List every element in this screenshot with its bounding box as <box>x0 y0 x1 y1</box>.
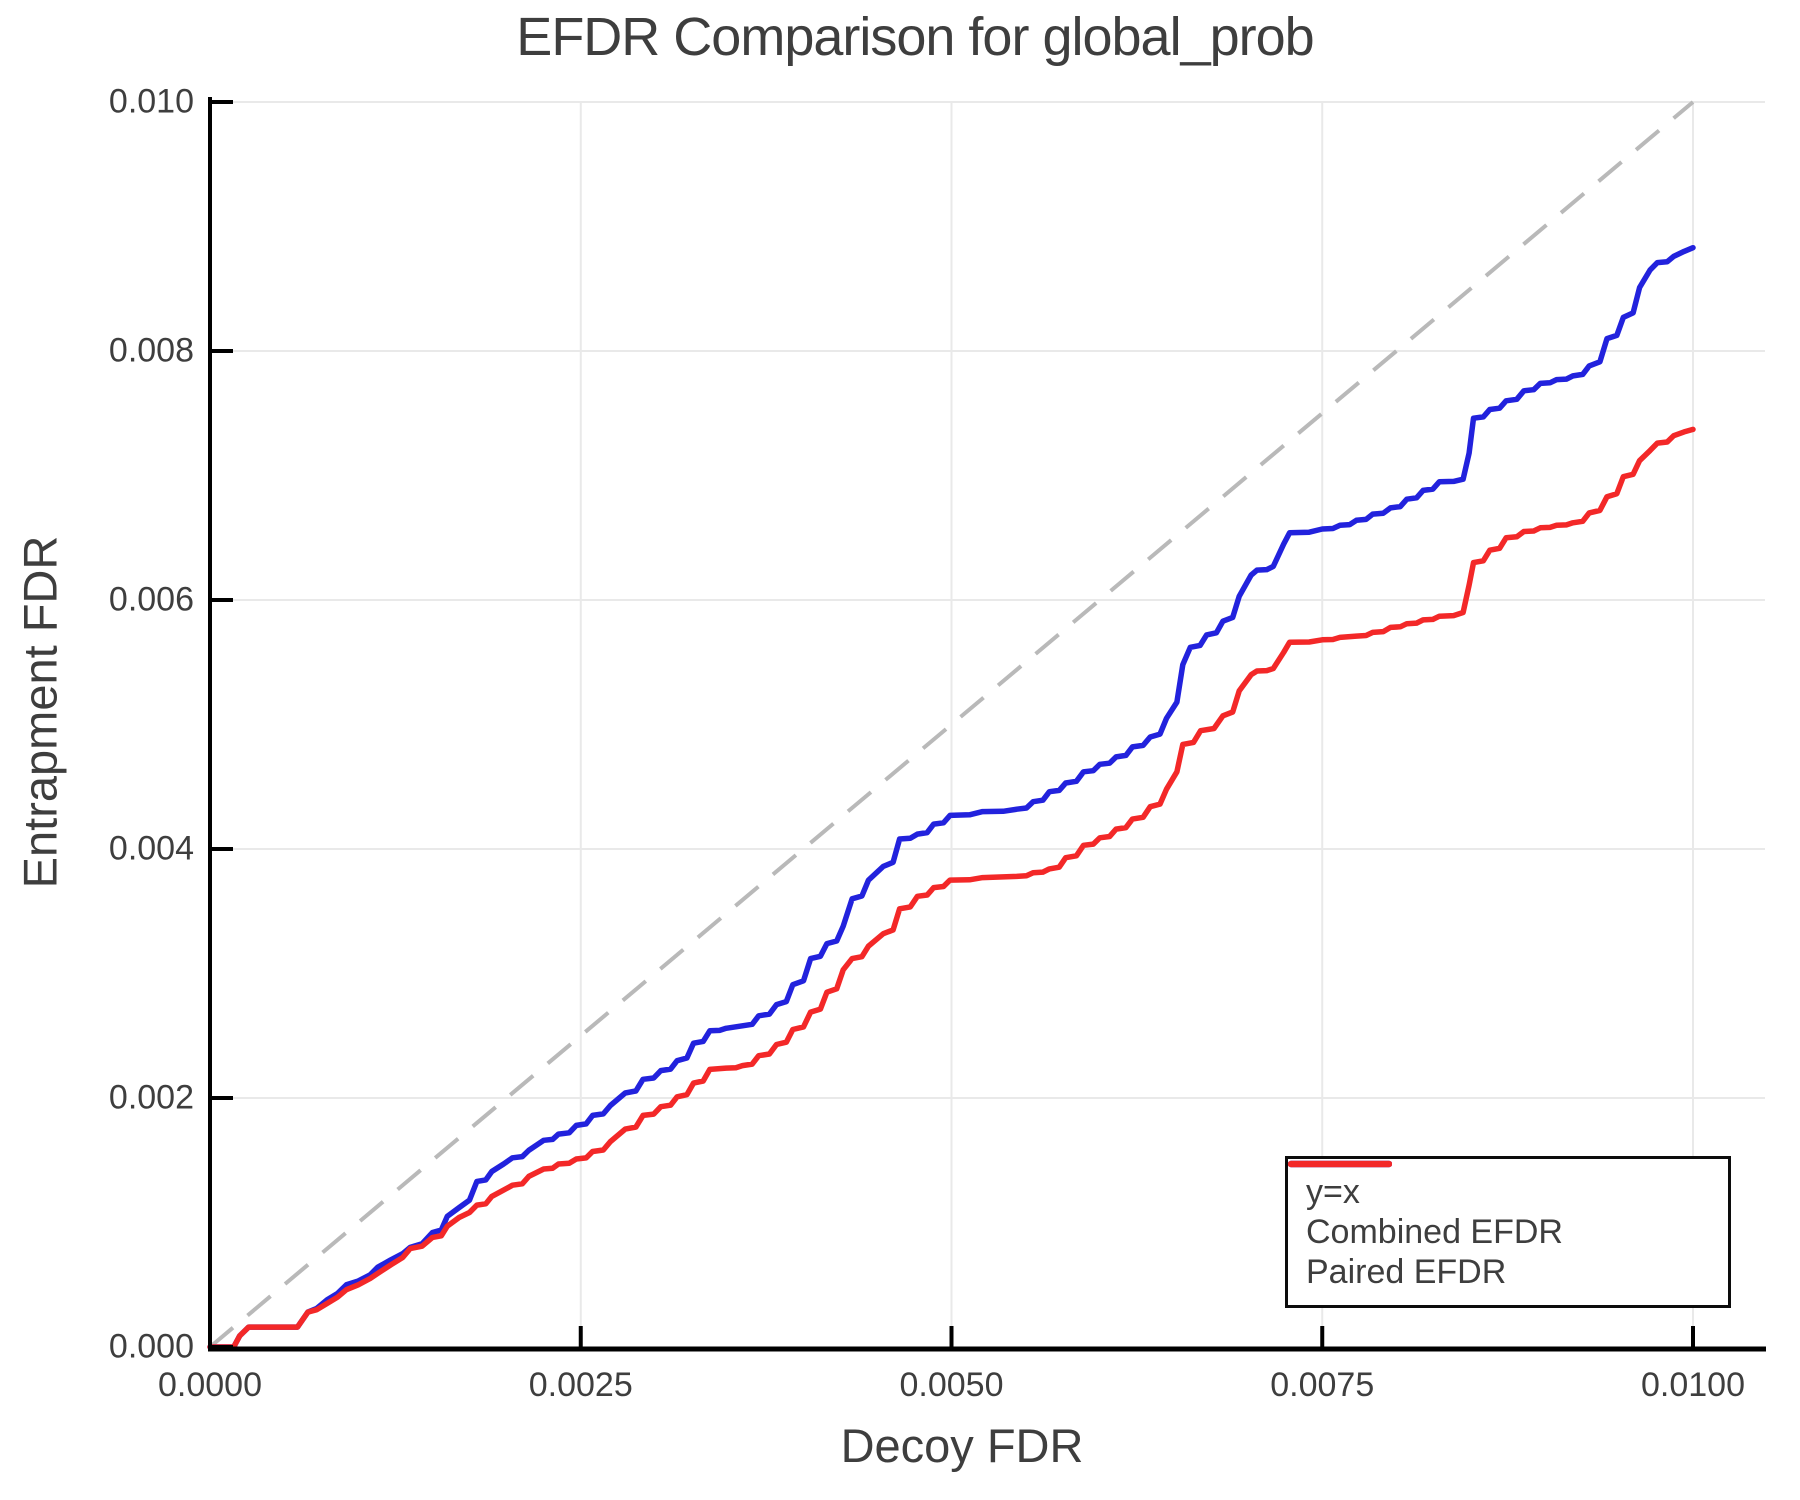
x-tick-label: 0.0100 <box>1641 1366 1745 1404</box>
y-tick-label: 0.010 <box>108 82 194 121</box>
legend: y=x Combined EFDR Paired EFDR <box>1285 1156 1731 1308</box>
x-tick-label: 0.0075 <box>1270 1366 1375 1404</box>
x-tick-label: 0.0025 <box>528 1366 633 1404</box>
legend-item-y-x: y=x <box>1291 1161 1728 1211</box>
y-tick-label: 0.006 <box>108 580 194 619</box>
y-tick-label: 0.000 <box>108 1327 194 1366</box>
y-tick-label: 0.008 <box>108 331 194 370</box>
series-combined-efdr <box>207 244 1696 1350</box>
legend-label: Paired EFDR <box>1306 1252 1507 1291</box>
y-tick-label: 0.004 <box>108 829 194 868</box>
x-tick-label: 0.0050 <box>899 1366 1004 1404</box>
series-y-x <box>208 100 1695 1349</box>
y-tick-label: 0.002 <box>108 1078 194 1117</box>
chart-title: EFDR Comparison for global_prob <box>516 7 1314 67</box>
x-tick-label: 0.0000 <box>158 1366 262 1404</box>
legend-item-combined-efdr: Combined EFDR <box>1288 1160 1728 1251</box>
series-paired-efdr <box>207 426 1696 1350</box>
legend-label: Combined EFDR <box>1306 1212 1563 1251</box>
legend-item-paired-efdr: Paired EFDR <box>1288 1160 1728 1291</box>
x-axis-title: Decoy FDR <box>840 1419 1084 1472</box>
legend-line-sample <box>1288 1160 1392 1168</box>
legend-label: y=x <box>1306 1172 1360 1211</box>
